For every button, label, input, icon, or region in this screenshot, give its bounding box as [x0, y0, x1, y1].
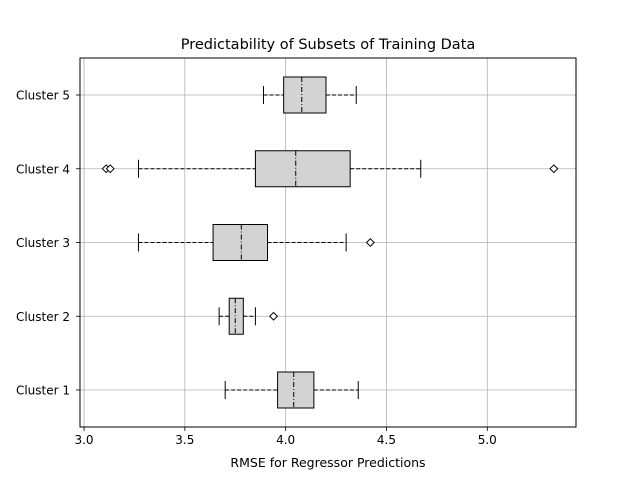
box-cluster-5: [262, 76, 357, 114]
box-iqr: [283, 76, 327, 114]
outlier-point: [549, 164, 559, 174]
y-axis: Cluster 1 Cluster 2 Cluster 3 Cluster 4 Clus…: [16, 89, 80, 398]
x-tick-label: 3.5: [175, 433, 194, 447]
y-tick-label: Cluster 2: [16, 310, 70, 324]
y-tick-label: Cluster 3: [16, 236, 70, 250]
box-cluster-4: [101, 150, 559, 188]
box-cluster-1: [224, 371, 359, 409]
outlier-point: [269, 311, 279, 321]
box-series: [101, 76, 559, 409]
y-tick-label: Cluster 1: [16, 384, 70, 398]
x-axis-label: RMSE for Regressor Predictions: [230, 455, 425, 470]
outlier-point: [105, 164, 115, 174]
x-tick-label: 3.0: [74, 433, 93, 447]
chart-title: Predictability of Subsets of Training Da…: [181, 37, 476, 53]
x-tick-label: 5.0: [478, 433, 497, 447]
x-axis: 3.0 3.5 4.0 4.5 5.0: [74, 427, 497, 447]
x-tick-label: 4.0: [276, 433, 295, 447]
y-tick-label: Cluster 4: [16, 162, 70, 176]
y-tick-label: Cluster 5: [16, 89, 70, 103]
box-iqr: [277, 371, 315, 409]
box-cluster-3: [137, 224, 375, 261]
box-iqr: [228, 297, 244, 335]
box-cluster-2: [218, 297, 279, 335]
box-iqr: [254, 150, 351, 188]
box-iqr: [212, 224, 269, 261]
outlier-point: [365, 237, 375, 248]
x-tick-label: 4.5: [377, 433, 396, 447]
